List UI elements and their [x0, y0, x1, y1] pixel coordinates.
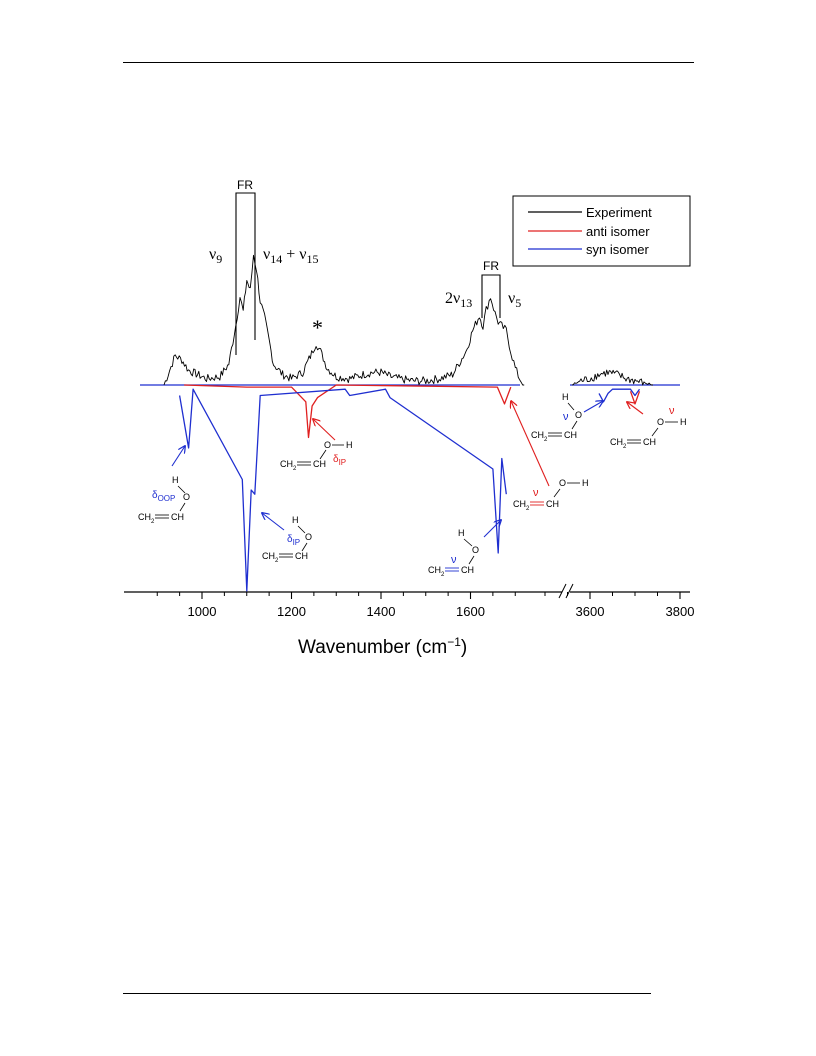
x-axis-label: Wavenumber (cm−1) [298, 635, 467, 658]
mol-syn-nuOH-CH2: CH2 [531, 430, 548, 443]
mol-anti-deltaIP-mode: δIP [333, 454, 346, 467]
fr-bracket-left [235, 192, 256, 355]
axis-break-mark-1 [558, 583, 567, 599]
footer-rule [123, 993, 651, 994]
series-line-syn-isomer-left [178, 388, 507, 592]
legend-label-syn: syn isomer [586, 242, 650, 257]
mol-anti-nuCC-CH: CH [546, 499, 559, 509]
legend: Experiment anti isomer syn isomer [512, 195, 691, 267]
mol-anti-nuOH-O: O [657, 417, 664, 427]
two-nu13-label: 2ν13 [445, 290, 472, 310]
mol-anti-deltaIP-CH2: CH2 [280, 459, 297, 472]
arrow-anti-nuOH [627, 402, 644, 415]
mol-syn-deltaOOP-mode: δOOP [152, 490, 175, 503]
arrow-syn-deltaIP [262, 513, 285, 531]
mol-syn-deltaIP-H: H [292, 515, 299, 525]
x-tick-label-1000: 1000 [188, 604, 217, 619]
mol-syn-nuOH-O: O [575, 410, 582, 420]
mol-anti-nuOH-CH: CH [643, 437, 656, 447]
x-tick-label-3800: 3800 [666, 604, 695, 619]
mol-syn-nuCC-CH2: CH2 [428, 565, 445, 578]
mol-syn-deltaOOP-CH: CH [171, 512, 184, 522]
molecule-syn-nuOH: H ν O CH2 CH [531, 392, 582, 443]
mol-anti-nuCC-O: O [559, 478, 566, 488]
molecule-syn-deltaOOP: H δOOP O CH2 CH [138, 475, 190, 525]
nu9-label: ν9 [209, 246, 222, 266]
fr-label-right: FR [483, 259, 499, 273]
mol-anti-nuOH-CH2: CH2 [610, 437, 627, 450]
mol-syn-nuCC-CH: CH [461, 565, 474, 575]
arrow-anti-deltaIP [313, 419, 336, 441]
mol-syn-deltaIP-mode: δIP [287, 534, 300, 547]
mol-syn-deltaOOP-CH2: CH2 [138, 512, 155, 525]
mol-anti-nuCC-CH2: CH2 [513, 499, 530, 512]
molecule-syn-nuCC: H O ν CH2 CH [428, 528, 479, 578]
nu14-nu15-label: ν14 + ν15 [263, 246, 319, 266]
mol-syn-nuOH-CH: CH [564, 430, 577, 440]
mol-syn-deltaIP-CH2: CH2 [262, 551, 279, 564]
molecule-anti-deltaIP: O H CH2 CH δIP [280, 440, 353, 472]
mol-anti-deltaIP-O: O [324, 440, 331, 450]
mol-anti-nuCC-mode: ν [533, 487, 539, 499]
fr-bracket-right [481, 274, 501, 318]
header-rule [123, 62, 694, 63]
arrow-syn-nuOH [583, 401, 603, 413]
mol-syn-nuOH-H: H [562, 392, 569, 402]
x-tick-label-1200: 1200 [277, 604, 306, 619]
nu5-label: ν5 [508, 290, 521, 310]
molecule-anti-nuOH: O H ν CH2 CH [610, 405, 687, 450]
arrow-syn-deltaOOP [171, 446, 185, 467]
mol-syn-deltaOOP-O: O [183, 492, 190, 502]
series-line-anti-isomer-right [629, 391, 641, 405]
mol-syn-nuOH-mode: ν [563, 411, 569, 423]
series-line-anti-isomer-left [184, 384, 512, 439]
mol-syn-deltaOOP-H: H [172, 475, 179, 485]
mol-syn-deltaIP-CH: CH [295, 551, 308, 561]
mol-syn-deltaIP-O: O [305, 532, 312, 542]
mol-syn-nuCC-mode: ν [451, 554, 457, 566]
series-line-experiment-left [163, 254, 525, 386]
mol-anti-nuOH-H: H [680, 417, 687, 427]
x-tick-label-1600: 1600 [456, 604, 485, 619]
asterisk-label: * [312, 315, 323, 340]
mol-anti-deltaIP-H: H [346, 440, 353, 450]
legend-label-experiment: Experiment [586, 205, 652, 220]
fr-label-left: FR [237, 178, 253, 192]
series-line-experiment-right [571, 369, 653, 386]
mol-anti-nuOH-mode: ν [669, 405, 675, 417]
molecule-anti-nuCC: O H ν CH2 CH [513, 478, 589, 512]
mol-syn-nuCC-O: O [472, 545, 479, 555]
molecule-syn-deltaIP: H δIP O CH2 CH [262, 515, 312, 564]
mol-syn-nuCC-H: H [458, 528, 465, 538]
arrow-syn-nuCC [483, 520, 501, 538]
x-tick-label-1400: 1400 [367, 604, 396, 619]
x-tick-label-3600: 3600 [576, 604, 605, 619]
legend-label-anti: anti isomer [586, 224, 650, 239]
mol-anti-nuCC-H: H [582, 478, 589, 488]
mol-anti-deltaIP-CH: CH [313, 459, 326, 469]
arrow-anti-nuCC [511, 401, 550, 487]
